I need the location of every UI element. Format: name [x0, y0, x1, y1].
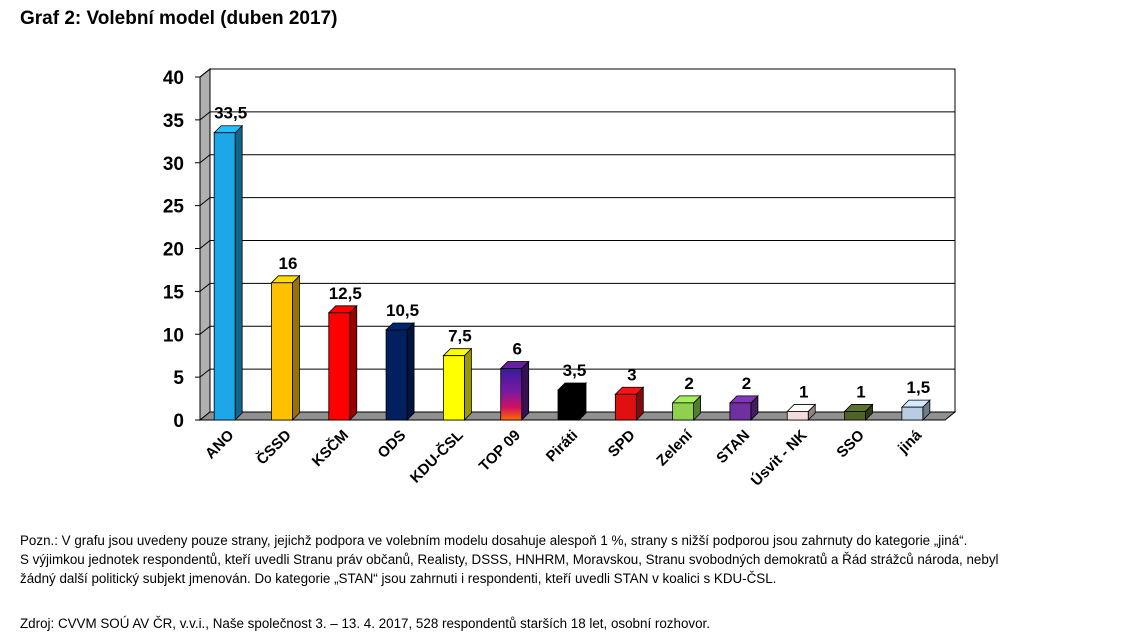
data-label-13: 1,5: [907, 378, 931, 397]
bar-side: [349, 304, 358, 421]
bar-4: [385, 321, 416, 421]
data-label-7: 3,5: [563, 361, 587, 380]
category-label-8: SPD: [605, 427, 639, 461]
bar-10: [728, 394, 759, 421]
bar-3: [327, 304, 358, 421]
category-label-6: TOP 09: [476, 427, 524, 475]
gridline-diagonal: [199, 240, 211, 249]
bar-front: [786, 411, 809, 421]
y-tick-label: 15: [163, 282, 185, 303]
y-tick-label: 25: [163, 197, 185, 218]
bar-8: [614, 386, 645, 421]
bar-2: [270, 274, 301, 421]
y-tick-label: 35: [163, 111, 185, 132]
y-tick-label: 5: [173, 368, 184, 389]
bar-front: [328, 312, 351, 421]
bar-front: [614, 393, 637, 421]
gridline-diagonal: [199, 197, 211, 207]
bar-front: [901, 406, 924, 421]
data-label-2: 16: [279, 254, 298, 273]
chart-note: Pozn.: V grafu jsou uvedeny pouze strany…: [20, 531, 1115, 588]
data-label-10: 2: [742, 374, 751, 393]
bar-front: [271, 282, 293, 421]
category-label-12: SSO: [833, 427, 868, 462]
bar-front: [385, 329, 408, 421]
note-line-1: Pozn.: V grafu jsou uvedeny pouze strany…: [20, 533, 968, 548]
data-label-11: 1: [799, 382, 808, 401]
data-label-8: 3: [627, 365, 636, 384]
note-line-3: žádný další politický subjekt jmenován. …: [20, 571, 777, 586]
bar-front: [844, 411, 866, 421]
y-tick-label: 30: [163, 154, 184, 175]
gridline-diagonal: [199, 325, 211, 335]
bar-side: [463, 347, 472, 421]
category-label-10: STAN: [713, 427, 753, 467]
bar-chart: 051015202530354033,5ANO16ČSSD12,5KSČM10,…: [163, 67, 957, 490]
category-label-11: Úsvit - NK: [747, 426, 811, 490]
category-label-5: KDU-ČSL: [406, 426, 466, 486]
data-label-4: 10,5: [386, 301, 419, 320]
data-label-9: 2: [684, 374, 693, 393]
bar-side: [521, 360, 530, 421]
bar-13: [900, 399, 931, 421]
bar-side: [292, 274, 300, 421]
bar-11: [786, 403, 817, 421]
bar-7: [557, 382, 587, 421]
gridline-diagonal: [199, 154, 211, 164]
gridline-diagonal: [199, 111, 211, 121]
bar-6: [499, 360, 530, 421]
category-label-9: Zelení: [653, 426, 696, 469]
category-label-7: Piráti: [543, 427, 582, 466]
gridline-diagonal: [199, 68, 211, 78]
category-label-3: KSČM: [308, 426, 352, 470]
bar-9: [671, 394, 702, 421]
y-tick-label: 0: [173, 411, 184, 432]
bar-front: [729, 402, 752, 421]
bar-front: [442, 355, 465, 421]
data-label-12: 1: [856, 382, 865, 401]
data-label-3: 12,5: [329, 284, 362, 303]
bar-12: [843, 403, 874, 421]
data-label-5: 7,5: [448, 327, 472, 346]
y-tick-label: 40: [163, 68, 184, 89]
bar-front: [500, 368, 523, 421]
bar-5: [442, 347, 473, 421]
gridline-diagonal: [199, 282, 211, 292]
data-label-6: 6: [512, 340, 521, 359]
bar-side: [406, 321, 415, 421]
bar-1: [213, 124, 244, 421]
data-label-1: 33,5: [214, 104, 247, 123]
source-note: Zdroj: CVVM SOÚ AV ČR, v.v.i., Naše spol…: [20, 616, 710, 631]
bar-side: [234, 124, 243, 421]
category-label-2: ČSSD: [253, 426, 295, 468]
y-tick-label: 10: [163, 325, 184, 346]
bar-front: [213, 132, 236, 421]
category-label-4: ODS: [374, 427, 409, 462]
category-label-13: jiná: [894, 426, 925, 457]
y-tick-label: 20: [163, 240, 184, 261]
category-label-1: ANO: [202, 427, 238, 463]
note-line-2: S výjimkou jednotek respondentů, kteří u…: [20, 552, 999, 567]
chart-title: Graf 2: Volební model (duben 2017): [20, 8, 338, 29]
gridline-diagonal: [199, 368, 211, 378]
bar-front: [557, 389, 580, 421]
bar-front: [672, 402, 695, 421]
